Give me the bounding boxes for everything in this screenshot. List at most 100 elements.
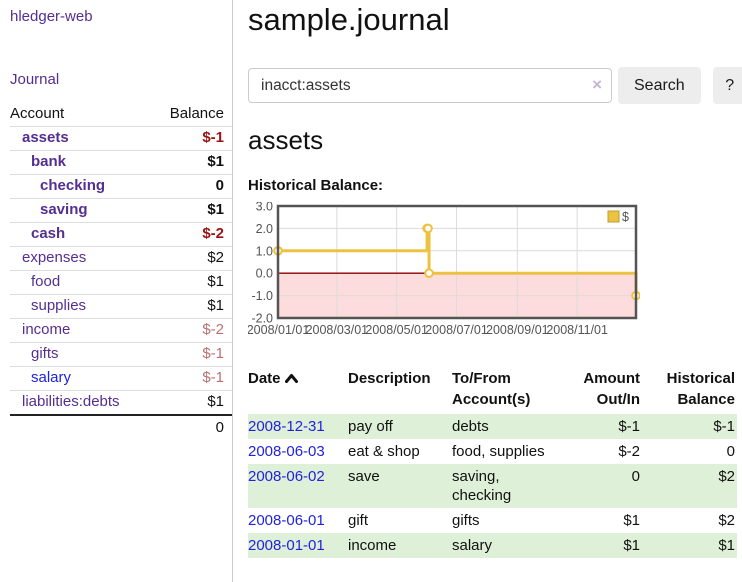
svg-text:$: $ [622,210,629,224]
date-column-header[interactable]: Date [248,366,348,414]
description-column-header: Description [348,370,431,387]
account-link-bank[interactable]: bank [31,153,67,170]
transaction-balance: $-1 [713,418,735,435]
account-column-header: Account [10,105,65,122]
account-heading: assets [248,125,324,155]
transaction-date-link[interactable]: 2008-06-01 [248,512,325,529]
account-balance: $1 [207,297,224,314]
transaction-balance: $2 [718,512,735,529]
account-link-income[interactable]: income [22,321,71,338]
sidebar-item-journal[interactable]: Journal [10,71,60,88]
transaction-accounts: gifts [452,512,480,529]
account-balance: $1 [207,273,224,290]
amount-column-header: Amount Out/In [583,370,640,408]
svg-text:-2.0: -2.0 [251,312,273,326]
account-link-food[interactable]: food [31,273,61,290]
account-balance: $-1 [202,129,224,146]
account-row: assets $-1 [10,127,232,151]
svg-text:2008/07/01: 2008/07/01 [425,323,488,337]
account-balance: $1 [207,201,224,218]
svg-text:2008/09/01: 2008/09/01 [486,323,549,337]
account-link-cash[interactable]: cash [31,225,66,242]
transaction-balance: 0 [726,443,735,460]
register-row: 2008-06-02 save saving, checking 0 $2 [248,464,737,508]
account-balance: 0 [215,177,224,194]
svg-text:3.0: 3.0 [256,202,273,214]
brand-link[interactable]: hledger-web [10,8,93,25]
search-button[interactable]: Search [618,67,701,104]
account-row: salary $-1 [10,367,232,391]
register-row: 2008-06-01 gift gifts $1 $2 [248,508,737,533]
transaction-amount: $-2 [618,443,640,460]
transaction-date-link[interactable]: 2008-12-31 [248,418,325,435]
account-balance: $-1 [202,369,224,386]
account-row: supplies $1 [10,295,232,319]
register-row: 2008-06-03 eat & shop food, supplies $-2… [248,439,737,464]
search-bar: × Search ? [248,67,742,104]
account-row: bank $1 [10,151,232,175]
accounts-column-header: To/From Account(s) [452,370,531,408]
transaction-accounts: food, supplies [452,443,545,460]
transaction-description: income [348,537,397,554]
account-link-salary[interactable]: salary [31,369,72,386]
svg-text:0.0: 0.0 [256,267,273,281]
svg-text:2.0: 2.0 [256,222,273,236]
main-content: sample.journal × Search ? assets Histori… [233,0,742,582]
account-link-assets[interactable]: assets [22,129,69,146]
transaction-balance: $2 [718,468,735,485]
balance-column-header: Historical Balance [666,370,735,408]
account-balance-table: Account Balance assets $-1 bank $1 check… [10,103,232,440]
sidebar: hledger-web Journal Account Balance asse… [0,0,233,582]
transaction-amount: $-1 [618,418,640,435]
page-title: sample.journal [248,2,450,37]
account-balance: $1 [207,153,224,170]
transaction-amount: $1 [623,537,640,554]
svg-text:2008/03/01: 2008/03/01 [306,323,369,337]
transaction-description: eat & shop [348,443,420,460]
transaction-date-link[interactable]: 2008-06-03 [248,443,325,460]
historical-balance-chart: $3.0 2.0 1.0 0.0 -1.0 -2.0 2008/01/01 2008/03/0… [247,200,742,343]
transaction-amount: 0 [631,468,640,485]
account-link-liabilities-debts[interactable]: liabilities:debts [22,393,120,410]
transaction-date-link[interactable]: 2008-01-01 [248,537,325,554]
account-balance: $-2 [202,321,224,338]
transaction-balance: $1 [718,537,735,554]
account-link-gifts[interactable]: gifts [31,345,59,362]
transaction-description: gift [348,512,369,529]
account-balance: $2 [207,249,224,266]
account-link-checking[interactable]: checking [40,177,106,194]
clear-search-icon[interactable]: × [592,75,602,94]
chart-title: Historical Balance: [248,177,384,194]
accounts-total-row: 0 [10,415,232,440]
account-row: checking 0 [10,175,232,199]
help-button[interactable]: ? [712,67,742,104]
account-balance: $-1 [202,345,224,362]
account-row: income $-2 [10,319,232,343]
register-table: Date Description To/From Account(s) Amou… [248,366,737,558]
register-row: 2008-12-31 pay off debts $-1 $-1 [248,414,737,439]
account-link-expenses[interactable]: expenses [22,249,87,266]
svg-text:-1.0: -1.0 [251,289,273,303]
account-row: liabilities:debts $1 [10,391,232,415]
register-header-row: Date Description To/From Account(s) Amou… [248,366,737,414]
account-balance: $-2 [202,225,224,242]
svg-text:1.0: 1.0 [256,244,273,258]
account-row: cash $-2 [10,223,232,247]
transaction-accounts: saving, checking [452,468,512,504]
transaction-accounts: debts [452,418,489,435]
account-link-supplies[interactable]: supplies [31,297,87,314]
account-link-saving[interactable]: saving [40,201,88,218]
transaction-date-link[interactable]: 2008-06-02 [248,468,325,485]
svg-text:2008/01/01: 2008/01/01 [248,323,309,337]
transaction-description: save [348,468,380,485]
register-row: 2008-01-01 income salary $1 $1 [248,533,737,558]
account-row: saving $1 [10,199,232,223]
transaction-description: pay off [348,418,393,435]
svg-text:2008/11/01: 2008/11/01 [546,323,608,337]
transaction-accounts: salary [452,537,493,554]
account-row: expenses $2 [10,247,232,271]
svg-text:2008/05/01: 2008/05/01 [365,323,428,337]
account-table-header: Account Balance [10,103,232,127]
search-input[interactable] [248,68,612,103]
